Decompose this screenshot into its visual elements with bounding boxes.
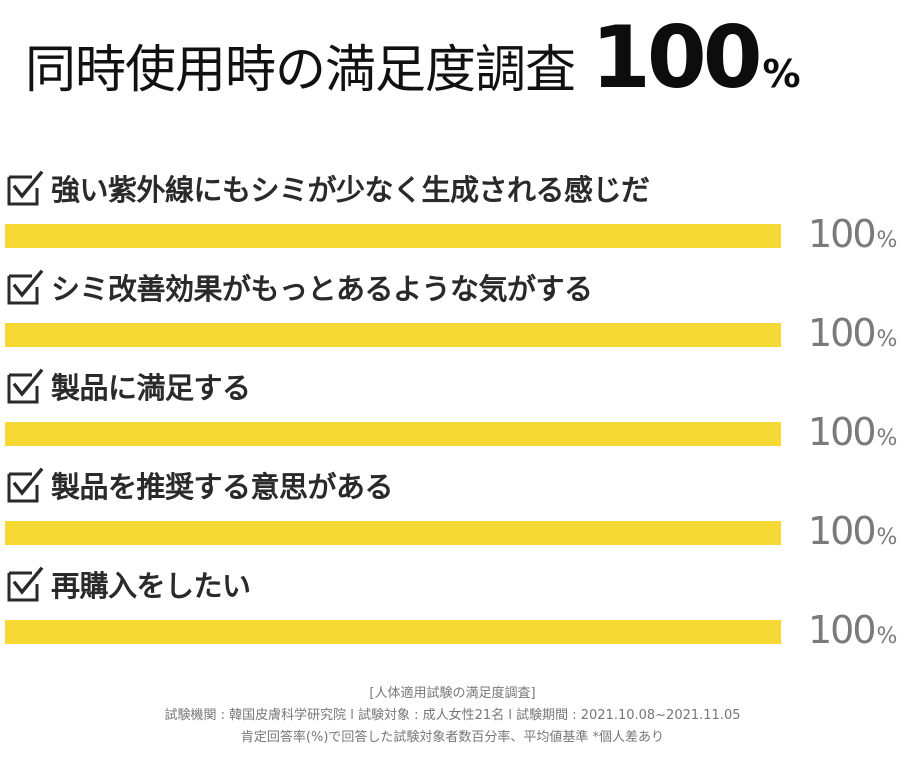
title-text: 同時使用時の満足度調査 <box>25 41 576 100</box>
footnote-test-info: 試験機関 : 韓国皮膚科学研究院 l 試験対象 : 成人女性21名 l 試験期間… <box>164 708 741 723</box>
title-value: 100 <box>591 8 763 108</box>
survey-item-label: 製品を推奨する意思がある <box>51 470 394 504</box>
bar-value-unit: % <box>876 426 898 451</box>
bar-track <box>5 422 781 446</box>
survey-item-label: シミ改善効果がもっとあるような気がする <box>51 272 593 306</box>
bar-value-label: 100% <box>808 212 897 260</box>
title-unit: % <box>762 52 801 96</box>
page-title: 同時使用時の満足度調査 100 % <box>25 8 801 108</box>
checkbox-checked-icon <box>7 170 44 206</box>
survey-item: シミ改善効果がもっとあるような気がする 100% <box>0 267 905 355</box>
checkbox-checked-icon <box>7 368 44 404</box>
bar <box>5 224 781 248</box>
checkbox-checked-icon <box>7 467 44 503</box>
bar-value: 100 <box>808 608 877 652</box>
bar <box>5 323 781 347</box>
survey-item-label-row: 強い紫外線にもシミが少なく生成される感じだ <box>5 168 650 208</box>
footnote-method: 肯定回答率(%)で回答した試験対象者数百分率、平均値基準 *個人差あり <box>240 730 665 745</box>
bar-value-label: 100% <box>808 509 897 557</box>
survey-item-label: 強い紫外線にもシミが少なく生成される感じだ <box>51 173 650 207</box>
survey-item: 製品に満足する 100% <box>0 366 905 454</box>
survey-item-label-row: 製品に満足する <box>5 366 251 406</box>
bar-value-unit: % <box>876 525 898 550</box>
survey-item: 製品を推奨する意思がある 100% <box>0 465 905 553</box>
bar-value-unit: % <box>876 327 898 352</box>
survey-item-label: 製品に満足する <box>51 371 251 405</box>
bar-value: 100 <box>808 509 877 553</box>
bar-track <box>5 521 781 545</box>
checkbox-checked-icon <box>7 566 44 602</box>
survey-item: 強い紫外線にもシミが少なく生成される感じだ 100% <box>0 168 905 256</box>
bar-track <box>5 224 781 248</box>
bar-value-label: 100% <box>808 608 897 656</box>
bar-value-unit: % <box>876 624 898 649</box>
footnotes: [人体適用試験の満足度調査] 試験機関 : 韓国皮膚科学研究院 l 試験対象 :… <box>0 683 905 749</box>
footnote-heading: [人体適用試験の満足度調査] <box>369 686 536 701</box>
checkbox-checked-icon <box>7 269 44 305</box>
bar-value-unit: % <box>876 228 898 253</box>
survey-item-label-row: 製品を推奨する意思がある <box>5 465 394 505</box>
bar <box>5 521 781 545</box>
bar <box>5 620 781 644</box>
survey-item-label-row: シミ改善効果がもっとあるような気がする <box>5 267 593 307</box>
bar-value-label: 100% <box>808 311 897 359</box>
survey-item-label-row: 再購入をしたい <box>5 564 251 604</box>
survey-item-label: 再購入をしたい <box>51 569 251 603</box>
survey-item: 再購入をしたい 100% <box>0 564 905 652</box>
bar-track <box>5 323 781 347</box>
bar <box>5 422 781 446</box>
bar-track <box>5 620 781 644</box>
bar-value: 100 <box>808 212 877 256</box>
bar-value: 100 <box>808 410 877 454</box>
bar-value: 100 <box>808 311 877 355</box>
bar-value-label: 100% <box>808 410 897 458</box>
